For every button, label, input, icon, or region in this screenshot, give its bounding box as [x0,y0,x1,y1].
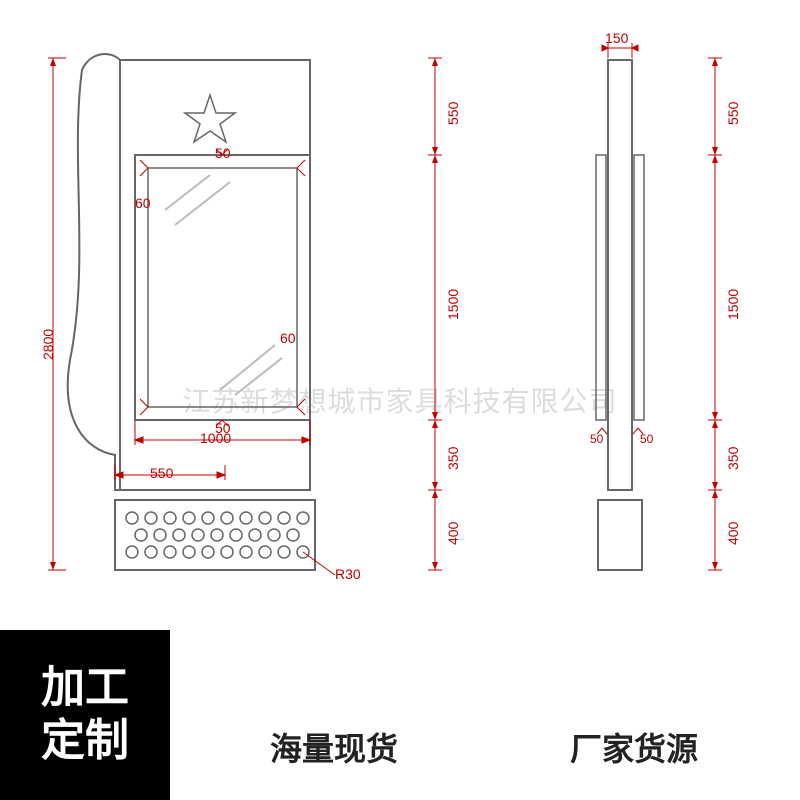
side-gap-50b: 50 [640,432,653,446]
dim-50-top: 50 [215,145,231,161]
sd-seg-550: 550 [725,102,741,125]
promo-badge: 加工 定制 [0,630,170,800]
dim-2800: 2800 [40,329,56,360]
dim-r30: R30 [335,566,361,582]
drawing-canvas: 江苏新梦想城市家具科技有限公司 [0,0,800,800]
side-top-150: 150 [605,30,628,46]
sd-seg-1500: 1500 [725,289,741,320]
sd-seg-350: 350 [725,447,741,470]
side-gap-50a: 50 [590,432,603,446]
front-elevation [60,40,420,600]
fr-seg-400: 400 [445,522,461,545]
fr-seg-1500: 1500 [445,289,461,320]
side-elevation [560,40,680,600]
badge-line2: 定制 [41,716,129,765]
dim-2800-line [38,40,68,600]
dim-60-l: 60 [135,195,151,211]
footer-right: 厂家货源 [570,724,698,770]
fr-seg-550: 550 [445,102,461,125]
footer-left: 海量现货 [270,724,398,770]
sd-seg-400: 400 [725,522,741,545]
badge-line1: 加工 [41,663,129,712]
dim-60-r: 60 [280,330,296,346]
dim-550h: 550 [150,465,173,481]
fr-seg-350: 350 [445,447,461,470]
dim-1000: 1000 [200,430,231,446]
